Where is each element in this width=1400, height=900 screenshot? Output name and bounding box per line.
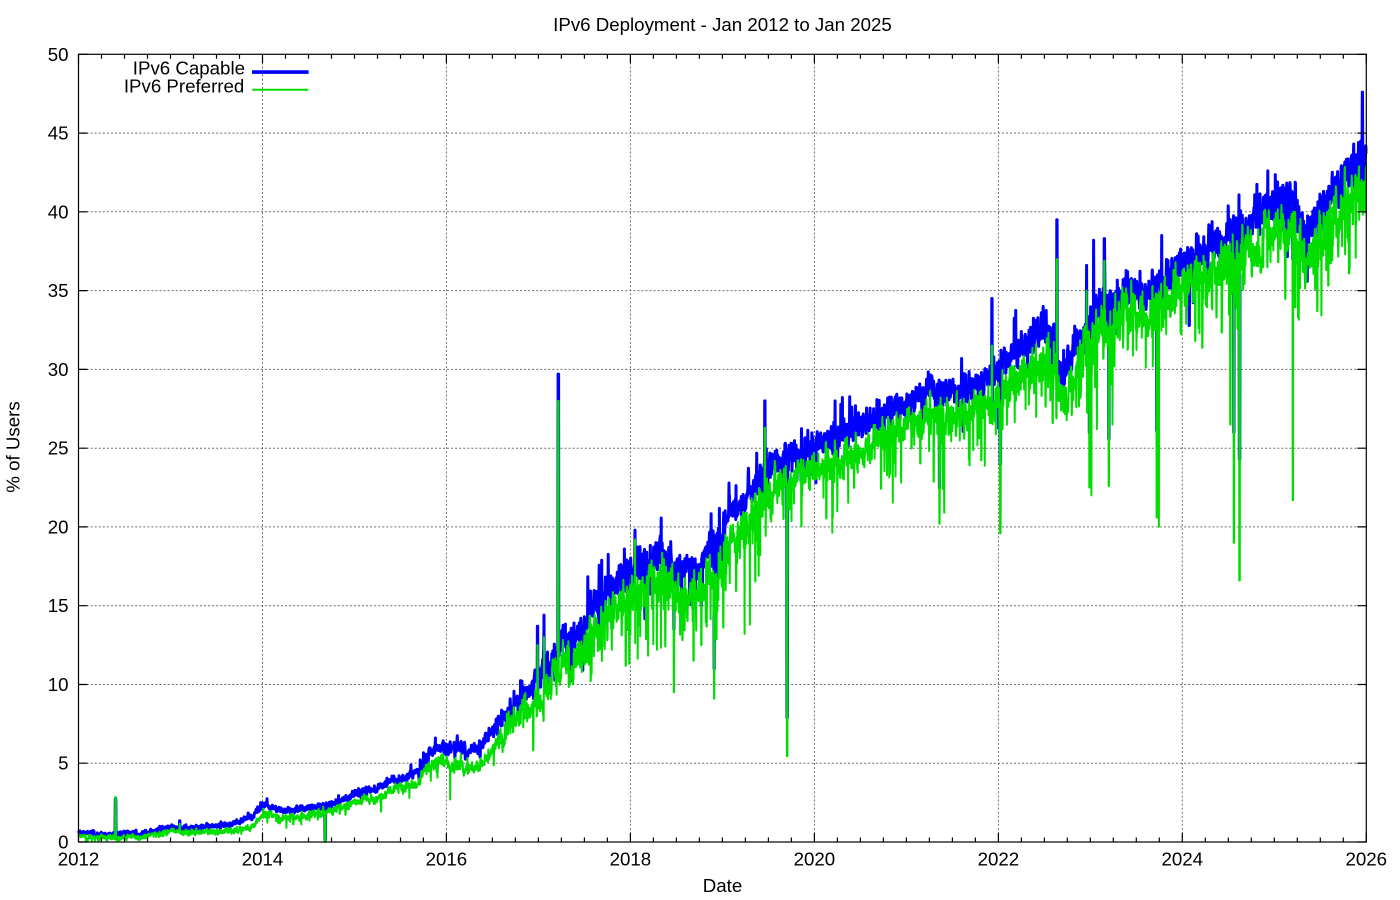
svg-text:2014: 2014 xyxy=(242,848,284,869)
svg-text:30: 30 xyxy=(48,359,69,380)
svg-text:Date: Date xyxy=(703,875,742,896)
svg-text:20: 20 xyxy=(48,516,69,537)
svg-text:2026: 2026 xyxy=(1346,848,1388,869)
svg-text:% of Users: % of Users xyxy=(3,401,24,492)
svg-text:2022: 2022 xyxy=(978,848,1020,869)
svg-text:0: 0 xyxy=(58,832,68,853)
svg-text:2012: 2012 xyxy=(58,848,100,869)
svg-text:25: 25 xyxy=(48,438,69,459)
svg-text:2020: 2020 xyxy=(794,848,836,869)
svg-text:2024: 2024 xyxy=(1162,848,1204,869)
svg-text:2016: 2016 xyxy=(426,848,468,869)
svg-text:45: 45 xyxy=(48,123,69,144)
svg-text:50: 50 xyxy=(48,44,69,65)
svg-text:IPv6 Deployment - Jan 2012 to: IPv6 Deployment - Jan 2012 to Jan 2025 xyxy=(553,14,892,35)
svg-text:35: 35 xyxy=(48,280,69,301)
svg-text:2018: 2018 xyxy=(610,848,652,869)
svg-text:15: 15 xyxy=(48,595,69,616)
svg-text:IPv6 Capable: IPv6 Capable xyxy=(133,58,245,79)
svg-text:10: 10 xyxy=(48,674,69,695)
svg-text:IPv6 Preferred: IPv6 Preferred xyxy=(124,76,244,97)
svg-text:5: 5 xyxy=(58,753,68,774)
svg-text:40: 40 xyxy=(48,201,69,222)
